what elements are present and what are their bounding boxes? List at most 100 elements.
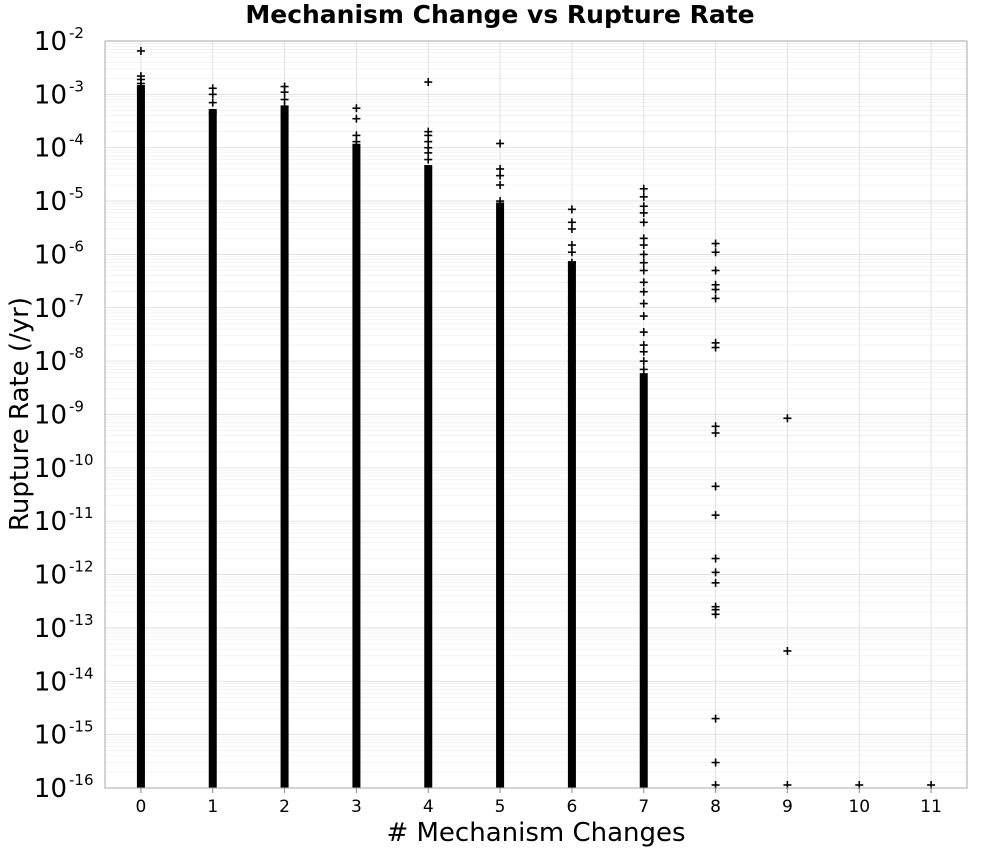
data-point xyxy=(496,139,505,148)
data-point xyxy=(711,294,720,303)
data-point xyxy=(567,241,576,250)
x-tick-label: 4 xyxy=(423,797,434,817)
data-point xyxy=(711,343,720,352)
y-tick-base: 10 xyxy=(34,187,67,217)
data-point xyxy=(711,610,720,619)
y-tick-label: 10 -9 xyxy=(34,398,84,431)
data-point xyxy=(352,114,361,123)
data-marks xyxy=(136,46,936,789)
dense-point-band xyxy=(496,202,505,788)
y-tick-exponent: -14 xyxy=(69,664,94,682)
y-tick-base: 10 xyxy=(34,294,67,324)
x-tick-label: 9 xyxy=(782,797,793,817)
y-tick-exponent: -15 xyxy=(69,718,94,736)
x-tick-label: 2 xyxy=(279,797,290,817)
data-point xyxy=(496,197,505,206)
data-point xyxy=(639,357,648,366)
y-tick-exponent: -9 xyxy=(69,398,84,416)
y-tick-exponent: -12 xyxy=(69,558,94,576)
data-point xyxy=(280,88,289,97)
y-tick-label: 10 -2 xyxy=(34,24,84,57)
x-tick-label: 7 xyxy=(638,797,649,817)
y-tick-base: 10 xyxy=(34,401,67,431)
y-tick-exponent: -10 xyxy=(69,451,94,469)
data-point xyxy=(711,429,720,438)
data-point xyxy=(711,578,720,587)
data-point xyxy=(639,241,648,250)
data-point xyxy=(567,319,576,328)
data-point xyxy=(280,102,289,111)
data-point xyxy=(208,98,217,107)
dense-point-band xyxy=(639,373,648,788)
x-axis-ticks: 0 1 2 3 4 5 6 7 8 9 10 11 xyxy=(136,788,942,817)
data-point xyxy=(639,365,648,374)
y-tick-label: 10 -10 xyxy=(34,451,94,484)
data-point xyxy=(639,347,648,356)
dense-point-band xyxy=(136,85,145,789)
y-tick-label: 10 -4 xyxy=(34,131,84,164)
data-point xyxy=(639,250,648,259)
y-tick-base: 10 xyxy=(34,721,67,751)
data-point xyxy=(567,308,576,317)
y-tick-exponent: -11 xyxy=(69,504,94,522)
data-point xyxy=(567,266,576,275)
x-tick-label: 1 xyxy=(207,797,218,817)
data-point xyxy=(639,184,648,193)
data-point xyxy=(639,208,648,217)
data-point xyxy=(567,258,576,267)
data-point xyxy=(711,511,720,520)
data-point xyxy=(136,88,145,97)
dense-point-band xyxy=(567,261,576,789)
y-tick-base: 10 xyxy=(34,507,67,537)
y-tick-exponent: -16 xyxy=(69,771,94,789)
y-tick-exponent: -6 xyxy=(69,237,84,255)
y-tick-label: 10 -8 xyxy=(34,344,84,377)
data-point xyxy=(567,347,576,356)
x-axis-label: # Mechanism Changes xyxy=(386,818,685,848)
data-point xyxy=(352,143,361,152)
data-point xyxy=(639,328,648,337)
data-point xyxy=(711,758,720,767)
data-point xyxy=(639,192,648,201)
y-tick-label: 10 -6 xyxy=(34,237,84,270)
y-tick-base: 10 xyxy=(34,454,67,484)
y-tick-exponent: -2 xyxy=(69,24,84,42)
data-point xyxy=(783,646,792,655)
y-tick-exponent: -7 xyxy=(69,291,84,309)
chart-title: Mechanism Change vs Rupture Rate xyxy=(245,0,754,29)
dense-point-band xyxy=(280,106,289,789)
x-tick-label: 10 xyxy=(848,797,870,817)
dense-point-band xyxy=(352,143,361,788)
y-tick-label: 10 -12 xyxy=(34,558,94,591)
y-tick-label: 10 -3 xyxy=(34,77,84,110)
data-point xyxy=(136,46,145,55)
y-tick-base: 10 xyxy=(34,774,67,804)
y-tick-exponent: -3 xyxy=(69,77,84,95)
y-tick-exponent: -13 xyxy=(69,611,94,629)
dense-point-band xyxy=(424,165,433,789)
y-tick-label: 10 -5 xyxy=(34,184,84,217)
y-tick-exponent: -8 xyxy=(69,344,84,362)
x-tick-label: 11 xyxy=(920,797,942,817)
data-point xyxy=(711,239,720,248)
data-point xyxy=(496,171,505,180)
data-point xyxy=(639,312,648,321)
data-point xyxy=(711,285,720,294)
y-tick-label: 10 -15 xyxy=(34,718,94,751)
y-tick-label: 10 -13 xyxy=(34,611,94,644)
y-axis-label: Rupture Rate (/yr) xyxy=(5,297,35,531)
data-point xyxy=(424,155,433,164)
dense-point-band xyxy=(208,109,217,788)
data-point xyxy=(639,266,648,275)
data-point xyxy=(567,294,576,303)
x-tick-label: 8 xyxy=(710,797,721,817)
data-point xyxy=(567,224,576,233)
data-point xyxy=(567,357,576,366)
y-tick-label: 10 -14 xyxy=(34,664,94,697)
x-tick-label: 6 xyxy=(567,797,578,817)
data-point xyxy=(567,389,576,398)
data-point xyxy=(639,287,648,296)
y-tick-label: 10 -7 xyxy=(34,291,84,324)
data-point xyxy=(639,299,648,308)
